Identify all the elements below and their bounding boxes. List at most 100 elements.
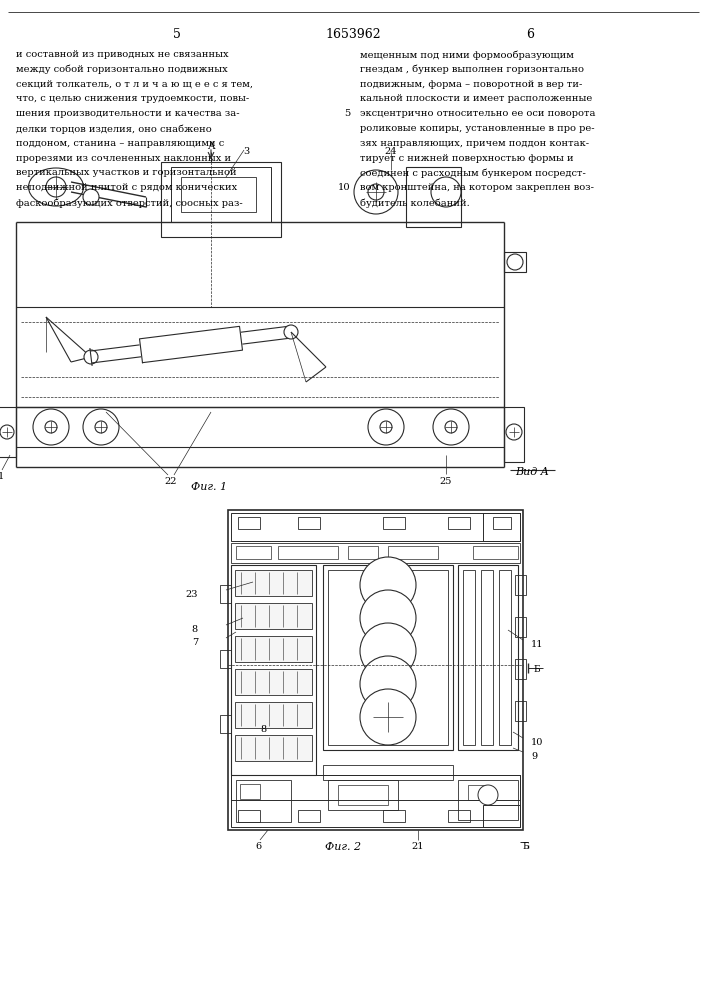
Bar: [473, 546, 518, 559]
Text: 11: 11: [531, 640, 544, 649]
Bar: [515, 701, 526, 721]
Bar: [298, 517, 320, 529]
Circle shape: [360, 656, 416, 712]
Text: 21: 21: [411, 842, 424, 851]
Bar: [240, 784, 260, 799]
Bar: [483, 805, 520, 827]
Text: гнездам , бункер выполнен горизонтально: гнездам , бункер выполнен горизонтально: [360, 65, 584, 74]
Bar: [235, 669, 312, 695]
Text: 1: 1: [0, 472, 4, 481]
Circle shape: [95, 421, 107, 433]
Text: шения производительности и качества за-: шения производительности и качества за-: [16, 109, 240, 118]
Circle shape: [83, 409, 119, 445]
Bar: [515, 575, 526, 595]
Circle shape: [478, 785, 498, 805]
Text: неподвижной плитой с рядом конических: неподвижной плитой с рядом конических: [16, 183, 238, 192]
Bar: [388, 546, 438, 559]
Text: 6: 6: [255, 842, 261, 851]
Circle shape: [0, 425, 14, 439]
Bar: [448, 810, 470, 822]
Text: 8: 8: [260, 725, 266, 734]
Circle shape: [507, 254, 523, 270]
Text: между собой горизонтально подвижных: между собой горизонтально подвижных: [16, 65, 228, 74]
Text: соединен с расходным бункером посредст-: соединен с расходным бункером посредст-: [360, 168, 586, 178]
Text: 25: 25: [440, 477, 452, 486]
Circle shape: [45, 421, 57, 433]
Circle shape: [33, 409, 69, 445]
Bar: [181, 177, 256, 212]
Text: 9: 9: [531, 752, 537, 761]
Text: 23: 23: [185, 590, 198, 599]
Bar: [504, 407, 524, 462]
Bar: [0, 407, 16, 457]
Bar: [515, 617, 526, 637]
Circle shape: [354, 170, 398, 214]
Bar: [235, 603, 312, 629]
Circle shape: [46, 177, 66, 197]
Bar: [448, 517, 470, 529]
Text: A: A: [207, 142, 214, 151]
Bar: [499, 570, 511, 745]
Text: 22: 22: [165, 477, 177, 486]
Text: 10: 10: [531, 738, 544, 747]
Bar: [278, 546, 338, 559]
Text: 5: 5: [173, 28, 181, 41]
Bar: [231, 775, 520, 827]
Bar: [493, 517, 511, 529]
Bar: [348, 546, 378, 559]
Circle shape: [431, 177, 461, 207]
Text: Вид A: Вид A: [515, 467, 549, 477]
Circle shape: [360, 689, 416, 745]
Bar: [468, 785, 488, 800]
Bar: [231, 513, 520, 541]
Text: прорезями из сочлененных наклонных и: прорезями из сочлененных наклонных и: [16, 154, 231, 163]
Bar: [228, 510, 523, 830]
Bar: [338, 785, 388, 805]
Circle shape: [368, 184, 384, 200]
Bar: [231, 543, 520, 563]
Bar: [323, 565, 453, 750]
Bar: [504, 252, 526, 272]
Bar: [220, 715, 231, 733]
Bar: [383, 810, 405, 822]
Bar: [458, 780, 518, 820]
Bar: [298, 810, 320, 822]
Text: 3: 3: [243, 147, 249, 156]
Bar: [236, 780, 291, 822]
Text: поддоном, станина – направляющими с: поддоном, станина – направляющими с: [16, 139, 224, 148]
Bar: [220, 650, 231, 668]
Text: кальной плоскости и имеет расположенные: кальной плоскости и имеет расположенные: [360, 94, 592, 103]
Text: и составной из приводных не связанных: и составной из приводных не связанных: [16, 50, 228, 59]
Bar: [235, 636, 312, 662]
Circle shape: [360, 623, 416, 679]
Text: что, с целью снижения трудоемкости, повы-: что, с целью снижения трудоемкости, повы…: [16, 94, 250, 103]
Circle shape: [360, 557, 416, 613]
Text: Б: Б: [522, 842, 530, 851]
Bar: [238, 810, 260, 822]
Circle shape: [83, 189, 99, 205]
Text: Б: Б: [533, 665, 539, 674]
Polygon shape: [139, 326, 243, 363]
Ellipse shape: [28, 168, 83, 206]
Bar: [406, 167, 461, 227]
Text: зях направляющих, причем поддон контак-: зях направляющих, причем поддон контак-: [360, 139, 589, 148]
Bar: [220, 585, 231, 603]
Bar: [171, 167, 271, 222]
Text: вом кронштейна, на котором закреплен воз-: вом кронштейна, на котором закреплен воз…: [360, 183, 594, 192]
Bar: [328, 570, 448, 745]
Text: фаскообразующих отверстий, соосных раз-: фаскообразующих отверстий, соосных раз-: [16, 198, 243, 208]
Bar: [231, 565, 316, 775]
Bar: [515, 659, 526, 679]
Text: секций толкатель, о т л и ч а ю щ е е с я тем,: секций толкатель, о т л и ч а ю щ е е с …: [16, 80, 253, 89]
Circle shape: [380, 421, 392, 433]
Circle shape: [368, 409, 404, 445]
Bar: [235, 735, 312, 761]
Bar: [231, 775, 520, 800]
Text: роликовые копиры, установленные в про ре-: роликовые копиры, установленные в про ре…: [360, 124, 595, 133]
Text: 7: 7: [192, 638, 198, 647]
Bar: [483, 513, 520, 541]
Text: 24: 24: [385, 147, 397, 156]
Bar: [328, 780, 398, 810]
Text: Фиг. 2: Фиг. 2: [325, 842, 361, 852]
Bar: [236, 546, 271, 559]
